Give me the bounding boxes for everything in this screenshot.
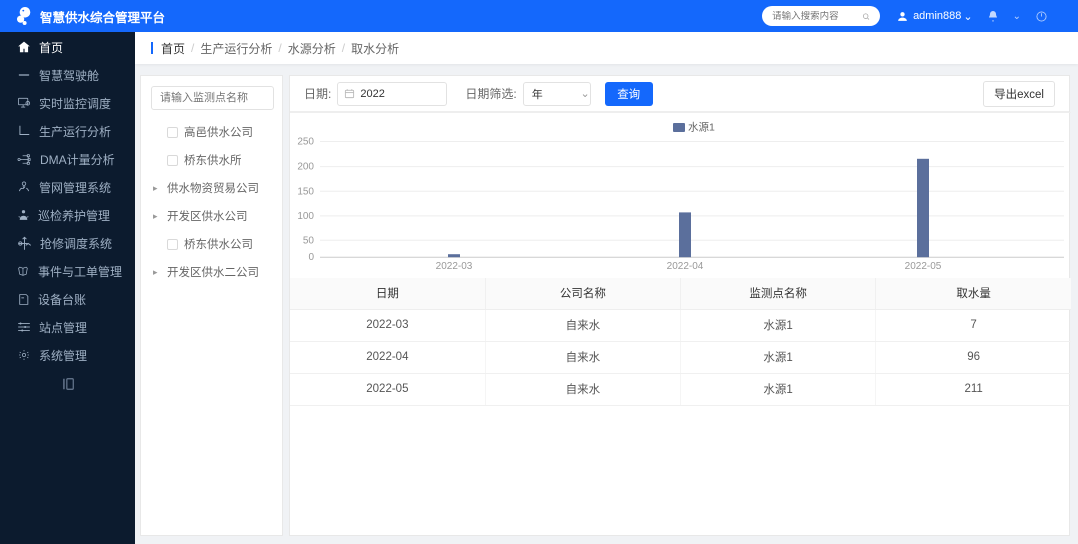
svg-text:0: 0: [308, 252, 314, 263]
svg-text:水源1: 水源1: [688, 121, 715, 134]
svg-text:250: 250: [297, 137, 314, 148]
svg-text:2022-05: 2022-05: [905, 261, 942, 272]
svg-text:2022-04: 2022-04: [667, 261, 704, 272]
svg-text:50: 50: [303, 235, 315, 246]
svg-text:150: 150: [297, 186, 314, 197]
svg-text:200: 200: [297, 162, 314, 173]
svg-text:2022-03: 2022-03: [436, 261, 473, 272]
svg-text:100: 100: [297, 211, 314, 222]
